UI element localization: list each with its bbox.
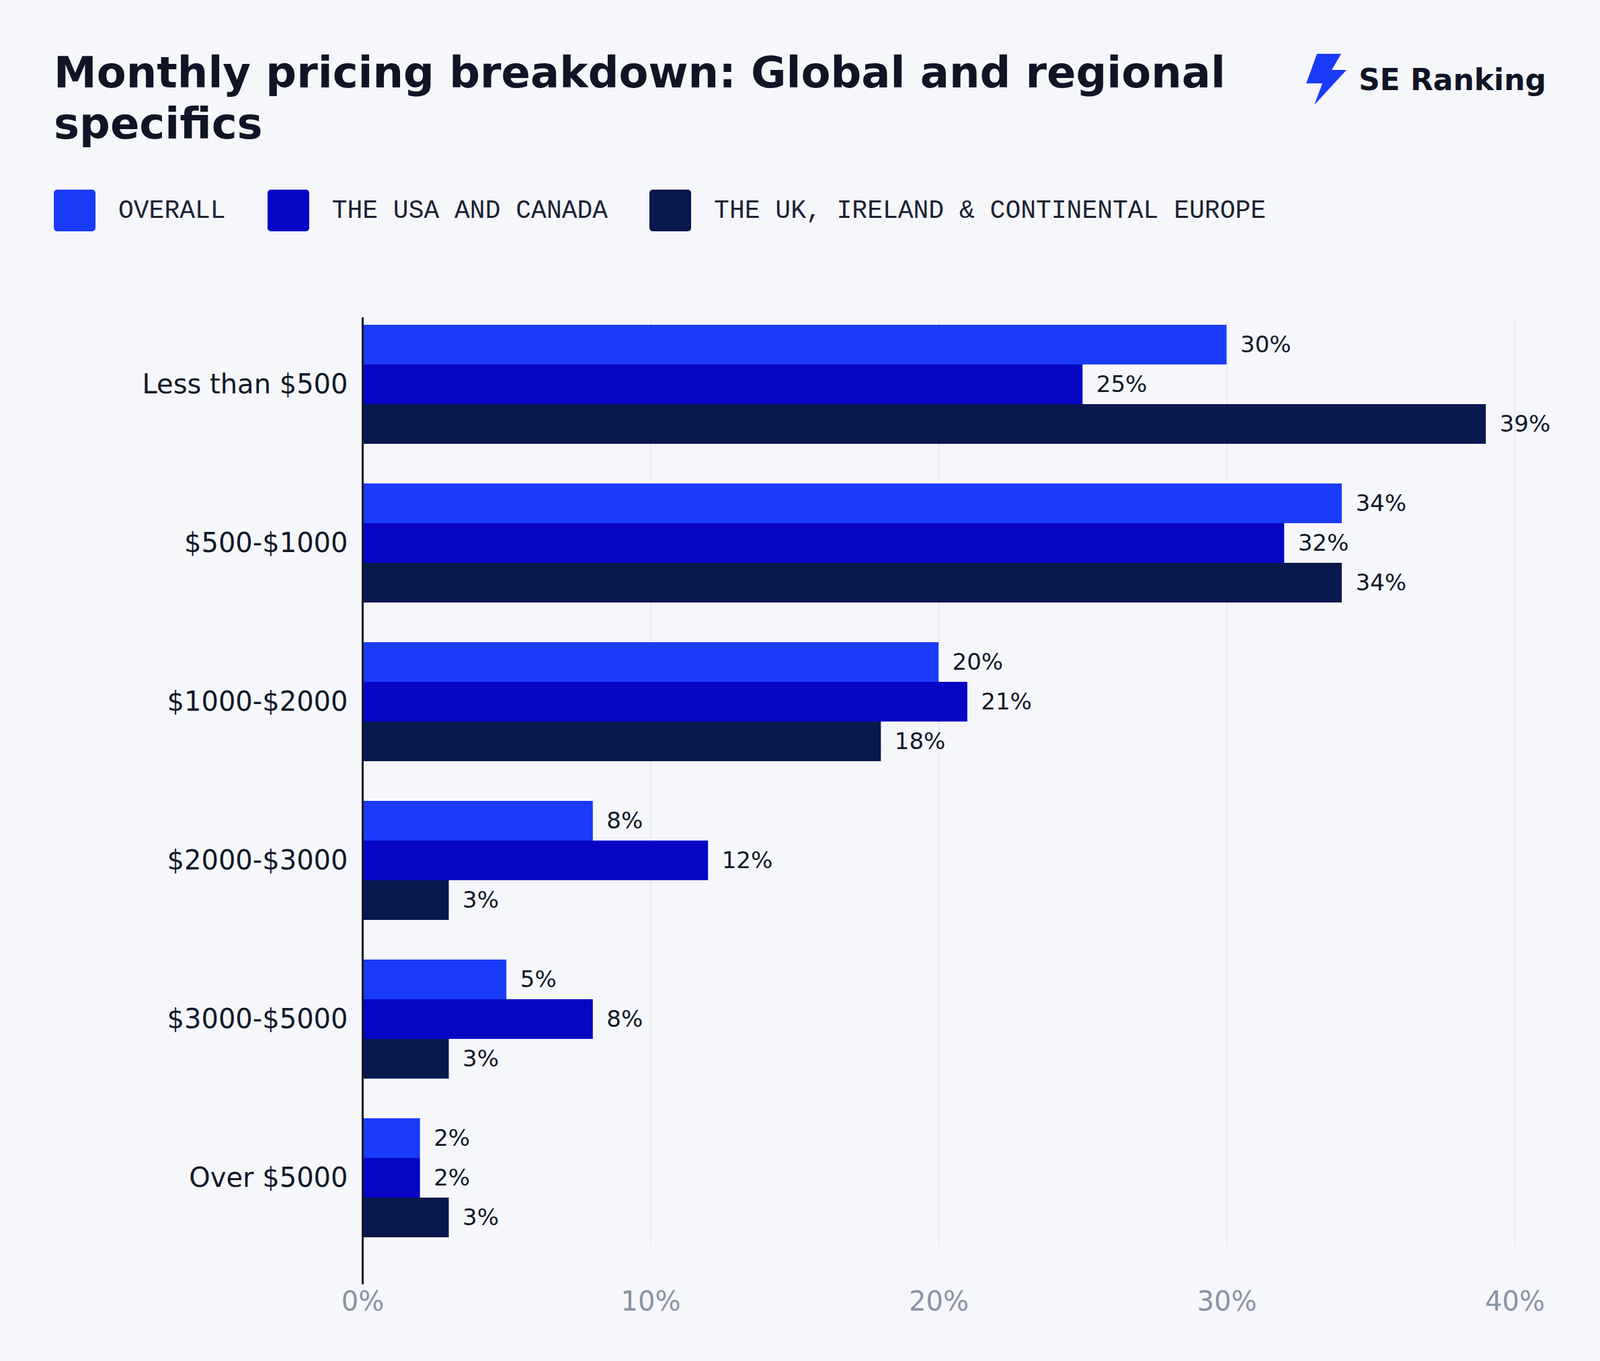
svg-text:Less than $500: Less than $500 <box>142 368 349 400</box>
svg-text:18%: 18% <box>894 727 946 755</box>
svg-text:0%: 0% <box>341 1285 384 1317</box>
svg-text:5%: 5% <box>520 965 557 993</box>
svg-text:3%: 3% <box>462 1203 499 1231</box>
svg-text:3%: 3% <box>462 1044 499 1072</box>
svg-text:25%: 25% <box>1096 370 1148 398</box>
html-text:Monthly pricing breakdown: Glo: Monthly pricing breakdown: Global and re… <box>53 47 1226 149</box>
svg-text:30%: 30% <box>1240 330 1292 358</box>
svg-text:$2000-$3000: $2000-$3000 <box>167 844 349 876</box>
svg-text:10%: 10% <box>621 1285 682 1317</box>
svg-text:20%: 20% <box>908 1285 969 1317</box>
html-text:THE UK, IRELAND & CONTINENTAL: THE UK, IRELAND & CONTINENTAL EUROPE <box>714 195 1266 225</box>
svg-text:39%: 39% <box>1499 410 1551 437</box>
svg-text:21%: 21% <box>980 687 1032 715</box>
svg-text:$3000-$5000: $3000-$5000 <box>167 1003 349 1034</box>
svg-text:Over $5000: Over $5000 <box>188 1161 348 1193</box>
svg-text:8%: 8% <box>606 806 643 834</box>
svg-text:20%: 20% <box>952 648 1004 675</box>
svg-text:$500-$1000: $500-$1000 <box>184 527 348 558</box>
svg-text:$1000-$2000: $1000-$2000 <box>167 685 349 717</box>
svg-text:2%: 2% <box>433 1163 470 1191</box>
html-text:SE Ranking: SE Ranking <box>1358 62 1547 97</box>
svg-text:34%: 34% <box>1355 489 1407 517</box>
svg-text:30%: 30% <box>1197 1285 1258 1317</box>
svg-text:40%: 40% <box>1485 1285 1545 1317</box>
svg-text:2%: 2% <box>433 1124 470 1151</box>
svg-text:8%: 8% <box>606 1005 643 1032</box>
html-text:THE USA AND CANADA: THE USA AND CANADA <box>331 195 608 225</box>
html-text:OVERALL: OVERALL <box>118 195 226 225</box>
svg-text:32%: 32% <box>1298 529 1350 556</box>
svg-text:34%: 34% <box>1355 568 1407 596</box>
svg-text:12%: 12% <box>722 846 774 874</box>
svg-text:3%: 3% <box>462 886 499 913</box>
